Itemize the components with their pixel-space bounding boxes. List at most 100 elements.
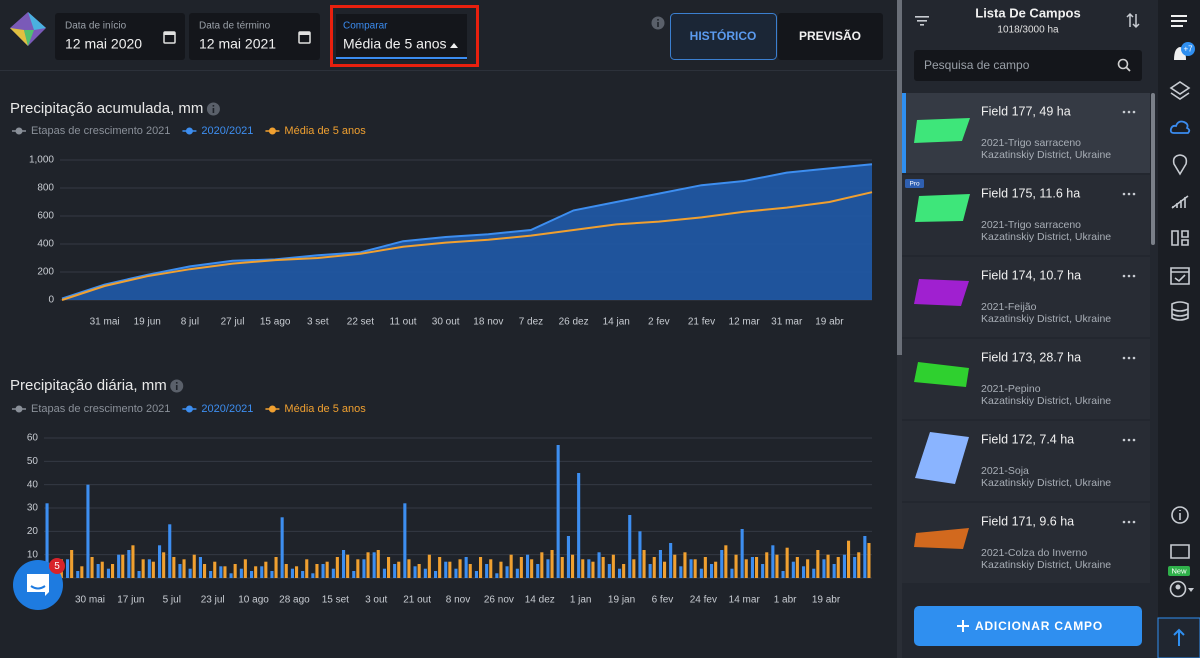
dashboard-icon[interactable]	[1171, 230, 1189, 246]
chat-launcher[interactable]: 5	[13, 558, 65, 610]
tab-forecast[interactable]: PREVISÃO	[778, 13, 883, 60]
x-tick-label: 1 abr	[774, 595, 797, 606]
bar	[315, 564, 319, 578]
bar	[663, 561, 667, 578]
more-icon	[1122, 192, 1126, 196]
bar	[581, 559, 585, 578]
add-field-button[interactable]: ADICIONAR CAMPO	[914, 606, 1142, 646]
scroll-thumb[interactable]	[897, 0, 902, 355]
start-date-picker[interactable]: Data de início 12 mai 2020	[55, 13, 185, 60]
y-tick-label: 50	[27, 456, 39, 467]
bar	[509, 554, 513, 578]
bar	[352, 571, 356, 578]
data-icon[interactable]	[1171, 301, 1189, 321]
info-glyph	[657, 19, 659, 21]
legend-label: Etapas de crescimento 2021	[31, 125, 170, 137]
scroll-top-button[interactable]	[1157, 617, 1200, 658]
x-tick-label: 31 mai	[90, 317, 120, 328]
search-box[interactable]: Pesquisa de campo	[914, 50, 1142, 81]
field-item[interactable]: Field 173, 28.7 ha 2021-PepinoKazatinskiy…	[902, 339, 1150, 419]
bar	[172, 557, 176, 578]
bar	[566, 536, 570, 578]
field-item[interactable]: Field 175, 11.6 ha 2021-Trigo sarracenoKa…	[902, 175, 1150, 255]
menu-icon[interactable]	[1171, 15, 1187, 27]
bar	[387, 557, 391, 578]
x-tick-label: 15 set	[322, 595, 349, 606]
x-tick-label: 22 set	[347, 317, 374, 328]
bar	[66, 559, 70, 578]
logo-shape	[28, 12, 46, 30]
bar	[842, 554, 846, 578]
bar	[750, 557, 754, 578]
field-shape	[914, 118, 970, 143]
chart-title: Precipitação acumulada, mm	[10, 100, 203, 117]
more-icon	[1132, 438, 1136, 442]
sidebar-area: 1018/3000 ha	[997, 25, 1059, 36]
layers-icon[interactable]	[1169, 81, 1191, 100]
tab-bg	[778, 13, 883, 60]
legend-marker	[15, 405, 23, 413]
bar	[458, 559, 462, 578]
tasks-icon[interactable]	[1170, 267, 1190, 285]
field-item[interactable]: Field 171, 9.6 ha 2021-Colza do InvernoKa…	[902, 503, 1150, 583]
info-glyph	[212, 105, 215, 107]
x-tick-label: 19 abr	[812, 595, 841, 606]
sort-icon[interactable]	[1126, 12, 1140, 29]
bar	[479, 557, 483, 578]
icon-shape	[1169, 120, 1191, 134]
field-item[interactable]: Field 177, 49 ha 2021-Trigo sarracenoKaza…	[902, 93, 1150, 173]
tab-history[interactable]: HISTÓRICO	[670, 13, 777, 60]
x-tick-label: 23 jul	[201, 595, 225, 606]
list-scroll-thumb[interactable]	[1151, 93, 1155, 245]
bar	[311, 573, 315, 578]
bar	[536, 564, 540, 578]
bar	[213, 561, 217, 578]
account-icon[interactable]	[1169, 580, 1195, 598]
y-tick-label: 10	[27, 549, 39, 560]
chart-title: Precipitação diária, mm	[10, 377, 167, 394]
location-icon[interactable]	[1172, 154, 1188, 176]
bar	[689, 559, 693, 578]
analytics-icon[interactable]	[1171, 195, 1189, 209]
field-location: Kazatinskiy District, Ukraine	[981, 477, 1111, 489]
bar	[755, 557, 759, 578]
help-icon[interactable]	[1171, 506, 1189, 524]
bar	[822, 559, 826, 578]
info-icon[interactable]	[651, 16, 665, 30]
more-icon	[1132, 520, 1136, 524]
field-location: Kazatinskiy District, Ukraine	[981, 313, 1111, 325]
logo[interactable]	[10, 12, 46, 46]
more-icon	[1122, 110, 1126, 114]
input-value: 12 mai 2020	[65, 36, 142, 52]
bar	[239, 568, 243, 578]
bar	[867, 543, 871, 578]
x-tick-label: 19 abr	[815, 317, 844, 328]
compare-select[interactable]: Comparar Média de 5 anos	[330, 5, 479, 67]
weather-icon[interactable]	[1169, 120, 1191, 134]
x-tick-label: 18 nov	[473, 317, 503, 328]
filter-icon[interactable]	[915, 16, 929, 26]
bar	[407, 559, 411, 578]
field-item[interactable]: Field 174, 10.7 ha 2021-FeijãoKazatinskiy…	[902, 257, 1150, 337]
bar	[178, 564, 182, 578]
input-underline	[336, 57, 467, 59]
notifications-icon[interactable]: +7	[1174, 42, 1195, 60]
bar	[321, 564, 325, 578]
area	[62, 164, 872, 300]
x-tick-label: 14 mar	[729, 595, 761, 606]
bar	[413, 566, 417, 578]
more-icon	[1122, 520, 1126, 524]
search-bg	[914, 50, 1142, 81]
legend-marker	[268, 127, 276, 135]
bar	[342, 550, 346, 578]
pro-badge-label: Pro	[909, 181, 920, 188]
x-tick-label: 14 dez	[525, 595, 555, 606]
bar	[724, 545, 728, 578]
bar	[198, 557, 202, 578]
end-date-picker[interactable]: Data de término 12 mai 2021	[189, 13, 320, 60]
present-icon[interactable]: New	[1168, 544, 1190, 576]
icon-shape	[1171, 301, 1189, 321]
x-tick-label: 2 fev	[648, 317, 670, 328]
